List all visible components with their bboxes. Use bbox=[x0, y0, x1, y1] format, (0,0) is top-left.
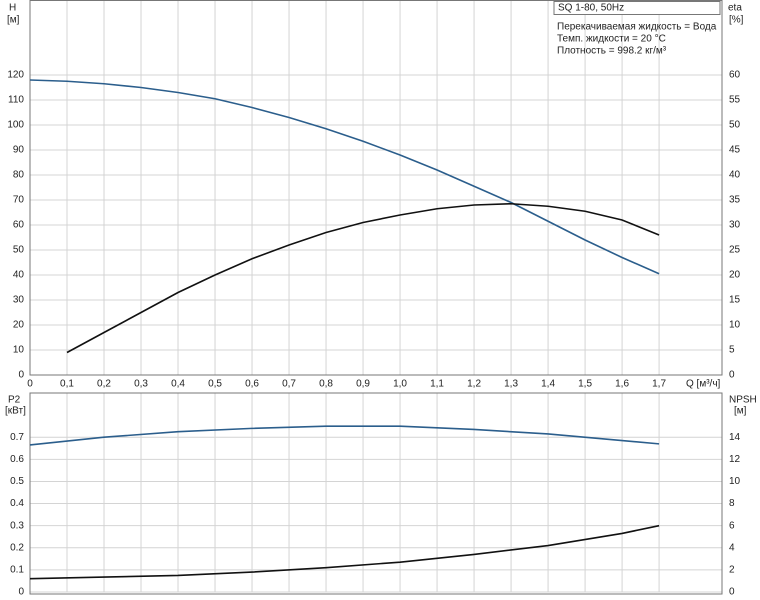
x-tick-label: 1,0 bbox=[393, 379, 407, 390]
y2-tick-label: 8 bbox=[729, 498, 735, 509]
y2-tick-label: 40 bbox=[729, 170, 741, 181]
x-tick-label: 1,4 bbox=[541, 379, 555, 390]
y2-tick-label: 35 bbox=[729, 195, 741, 206]
x-tick-label: 1,7 bbox=[652, 379, 666, 390]
y-tick-label: 80 bbox=[13, 170, 25, 181]
y-tick-label: 110 bbox=[8, 95, 24, 106]
y-tick-label: 70 bbox=[13, 195, 25, 206]
y2-tick-label: 30 bbox=[729, 220, 741, 231]
x-tick-label: 1,5 bbox=[578, 379, 592, 390]
y2-tick-label: 4 bbox=[729, 542, 735, 553]
plot-frame bbox=[29, 392, 723, 595]
x-tick-label: 1,1 bbox=[430, 379, 444, 390]
annotation: Темп. жидкости = 20 °C bbox=[557, 34, 666, 45]
y-tick-label: 30 bbox=[13, 295, 25, 306]
y2-tick-label: 2 bbox=[729, 565, 735, 576]
y-unit: [кВт] bbox=[5, 406, 26, 417]
y2-unit: [%] bbox=[729, 15, 744, 26]
y-tick-label: 0.4 bbox=[10, 498, 24, 509]
x-tick-label: 0,5 bbox=[208, 379, 222, 390]
x-tick-label: 0,9 bbox=[356, 379, 370, 390]
annotation: Плотность = 998.2 кг/м³ bbox=[557, 46, 667, 57]
y-tick-label: 10 bbox=[13, 345, 25, 356]
y-tick-label: 0 bbox=[18, 370, 24, 381]
x-tick-label: 0,7 bbox=[282, 379, 296, 390]
y-tick-label: 20 bbox=[13, 320, 25, 331]
x-tick-label: 1,3 bbox=[504, 379, 518, 390]
x-tick-label: 0,1 bbox=[60, 379, 74, 390]
y2-tick-label: 60 bbox=[729, 70, 741, 81]
x-label: Q [м³/ч] bbox=[686, 379, 721, 390]
y2-label: eta bbox=[728, 3, 742, 14]
y-tick-label: 50 bbox=[13, 245, 25, 256]
y-tick-label: 100 bbox=[7, 120, 24, 131]
y2-tick-label: 25 bbox=[729, 245, 741, 256]
y-tick-label: 0.6 bbox=[10, 454, 24, 465]
y-tick-label: 40 bbox=[13, 270, 25, 281]
x-tick-label: 0,4 bbox=[171, 379, 185, 390]
y-tick-label: 90 bbox=[13, 145, 25, 156]
x-tick-label: 0,3 bbox=[134, 379, 148, 390]
chart-title: SQ 1-80, 50Hz bbox=[558, 3, 624, 14]
y-tick-label: 0.1 bbox=[10, 565, 24, 576]
plot-frame bbox=[29, 0, 723, 376]
y-tick-label: 60 bbox=[13, 220, 25, 231]
y-label: H bbox=[9, 3, 16, 14]
x-tick-label: 0,8 bbox=[319, 379, 333, 390]
y-tick-label: 120 bbox=[7, 70, 24, 81]
x-tick-label: 1,2 bbox=[467, 379, 481, 390]
title-box bbox=[553, 1, 721, 15]
y2-tick-label: 45 bbox=[729, 145, 741, 156]
y2-unit: [м] bbox=[734, 406, 747, 417]
y-unit: [м] bbox=[7, 15, 20, 26]
x-tick-label: 0,6 bbox=[245, 379, 259, 390]
y2-tick-label: 10 bbox=[729, 320, 741, 331]
x-tick-label: 0 bbox=[27, 379, 33, 390]
x-tick-label: 1,6 bbox=[615, 379, 629, 390]
y2-tick-label: 5 bbox=[729, 345, 735, 356]
curve bbox=[29, 425, 660, 446]
y2-tick-label: 15 bbox=[729, 295, 741, 306]
y2-label: NPSH bbox=[729, 395, 757, 406]
y-tick-label: 0 bbox=[18, 587, 24, 598]
y2-tick-label: 0 bbox=[729, 587, 735, 598]
y-tick-label: 0.2 bbox=[10, 542, 24, 553]
y-tick-label: 0.5 bbox=[10, 476, 24, 487]
annotation: Перекачиваемая жидкость = Вода bbox=[557, 22, 717, 33]
y2-tick-label: 6 bbox=[729, 520, 735, 531]
y-label: P2 bbox=[8, 395, 21, 406]
y2-tick-label: 55 bbox=[729, 95, 741, 106]
y-tick-label: 0.3 bbox=[10, 520, 24, 531]
x-tick-label: 0,2 bbox=[97, 379, 111, 390]
y-tick-label: 0.7 bbox=[10, 432, 24, 443]
y2-tick-label: 10 bbox=[729, 476, 741, 487]
curve bbox=[29, 524, 660, 580]
y2-tick-label: 14 bbox=[729, 432, 741, 443]
curve bbox=[29, 79, 660, 275]
curve bbox=[66, 202, 660, 354]
y2-tick-label: 20 bbox=[729, 270, 741, 281]
y2-tick-label: 12 bbox=[729, 454, 741, 465]
y2-tick-label: 50 bbox=[729, 120, 741, 131]
y2-tick-label: 0 bbox=[729, 370, 735, 381]
